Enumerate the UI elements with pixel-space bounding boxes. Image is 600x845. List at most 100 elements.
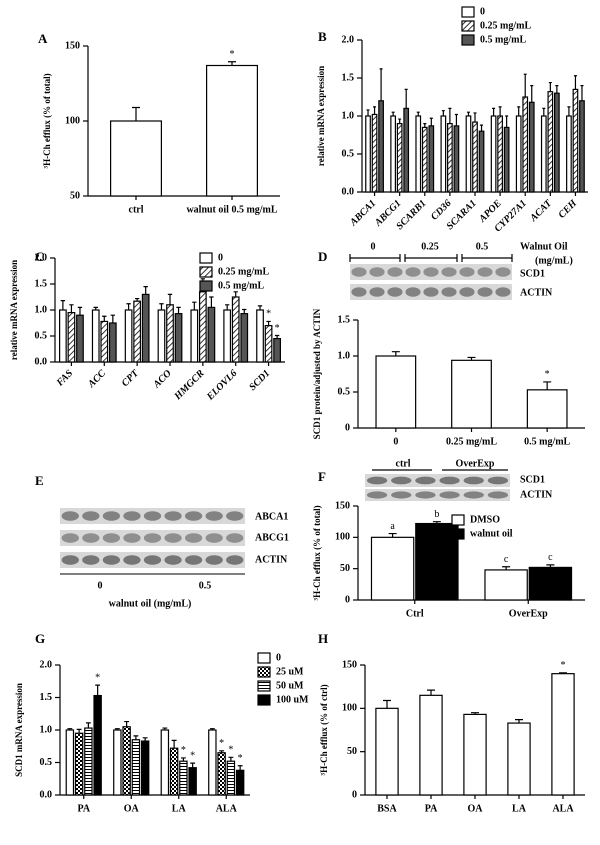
lane-label: OverExp (456, 458, 495, 469)
error-bar (383, 699, 391, 709)
blot-band (351, 267, 367, 277)
error-bar (466, 111, 470, 116)
legend-swatch (199, 280, 213, 292)
blot-band (366, 491, 388, 499)
significance-label: * (275, 323, 280, 334)
error-bar (492, 107, 496, 116)
bar (76, 314, 84, 363)
blot-band (102, 555, 121, 565)
bar (415, 522, 459, 601)
bar (109, 120, 162, 197)
error-bar (498, 106, 502, 116)
error-bar (233, 291, 238, 297)
error-bar (546, 564, 555, 568)
protein-label: SCD1 (520, 474, 545, 485)
error-bar (515, 719, 523, 724)
y-tick-label: 100 (65, 115, 80, 126)
blot-band (391, 476, 412, 485)
y-tick-label: 150 (342, 659, 357, 670)
y-tick-label: 1.5 (35, 278, 48, 289)
error-bar (391, 351, 400, 356)
error-bar (114, 728, 120, 730)
error-bar (398, 118, 402, 124)
treatment-label: Walnut Oil (520, 241, 568, 252)
error-bar (209, 296, 214, 308)
bar (206, 64, 259, 197)
bar (378, 100, 384, 193)
error-bar (416, 111, 420, 116)
blot-band (102, 533, 121, 543)
bar (507, 722, 531, 796)
panel-letter: C (35, 249, 44, 264)
bar (198, 291, 207, 363)
bar (428, 125, 435, 193)
bar (65, 729, 75, 796)
error-bar (190, 762, 196, 768)
error-bar (266, 320, 271, 326)
significance-label: a (390, 521, 395, 532)
x-tick-label: ACC (85, 368, 108, 391)
panel-letter: H (318, 631, 328, 646)
treatment-label: walnut oil (mg/mL) (109, 598, 192, 609)
bar (113, 729, 122, 796)
bar (528, 566, 573, 601)
bar (179, 760, 188, 796)
x-tick-label: PA (77, 803, 90, 814)
bar (256, 309, 264, 363)
x-tick-label: OA (468, 803, 484, 814)
y-tick-label: 2.0 (35, 252, 48, 263)
x-tick-label: CEH (556, 197, 580, 221)
bar (223, 309, 232, 363)
legend-swatch (199, 266, 213, 278)
lane-label: 0 (98, 580, 103, 591)
bar (133, 300, 142, 363)
legend-label: 0.25 mg/mL (218, 266, 269, 277)
legend-swatch (257, 652, 271, 664)
x-tick-label: HMGCR (172, 368, 207, 403)
x-tick-label: Ctrl (406, 608, 424, 619)
blot-band (391, 491, 412, 499)
x-tick-label: OverExp (509, 608, 548, 619)
legend-swatch (199, 252, 213, 264)
y-tick-label: 0.0 (342, 186, 355, 197)
blot-band (405, 267, 421, 277)
x-tick-label: FAS (54, 368, 76, 390)
bar (453, 125, 460, 193)
error-bar (95, 684, 101, 696)
bar (208, 729, 217, 796)
y-tick-label: 100 (342, 703, 357, 714)
error-bar (543, 381, 552, 390)
error-bar (69, 304, 74, 313)
x-tick-label: LA (512, 803, 527, 814)
bar (140, 740, 150, 796)
blot-band (415, 476, 436, 485)
x-tick-label: OA (124, 803, 140, 814)
y-axis-label: relative mRNA expression (316, 66, 326, 166)
blot-band (82, 533, 100, 543)
x-tick-label: BSA (377, 803, 397, 814)
y-tick-label: 150 (65, 40, 80, 51)
significance-label: * (190, 750, 195, 761)
y-tick-label: 0.5 (338, 386, 351, 397)
error-bar (548, 81, 552, 92)
error-bar (224, 304, 230, 310)
bar (166, 304, 174, 363)
bar (141, 293, 150, 363)
bar (440, 115, 447, 193)
y-tick-label: 1.0 (342, 110, 355, 121)
significance-label: * (545, 369, 550, 380)
bar (451, 359, 492, 429)
blot-band (143, 533, 162, 543)
blot-band (415, 491, 436, 499)
blot-band (226, 555, 244, 565)
error-bar (441, 110, 445, 116)
y-tick-label: 50 (347, 746, 357, 757)
blot-band (205, 511, 223, 521)
blot-band (102, 511, 121, 521)
error-bar (142, 737, 148, 742)
blot-band (459, 287, 475, 297)
error-bar (171, 739, 177, 749)
error-bar (228, 756, 234, 762)
protein-label: ACTIN (520, 489, 553, 500)
